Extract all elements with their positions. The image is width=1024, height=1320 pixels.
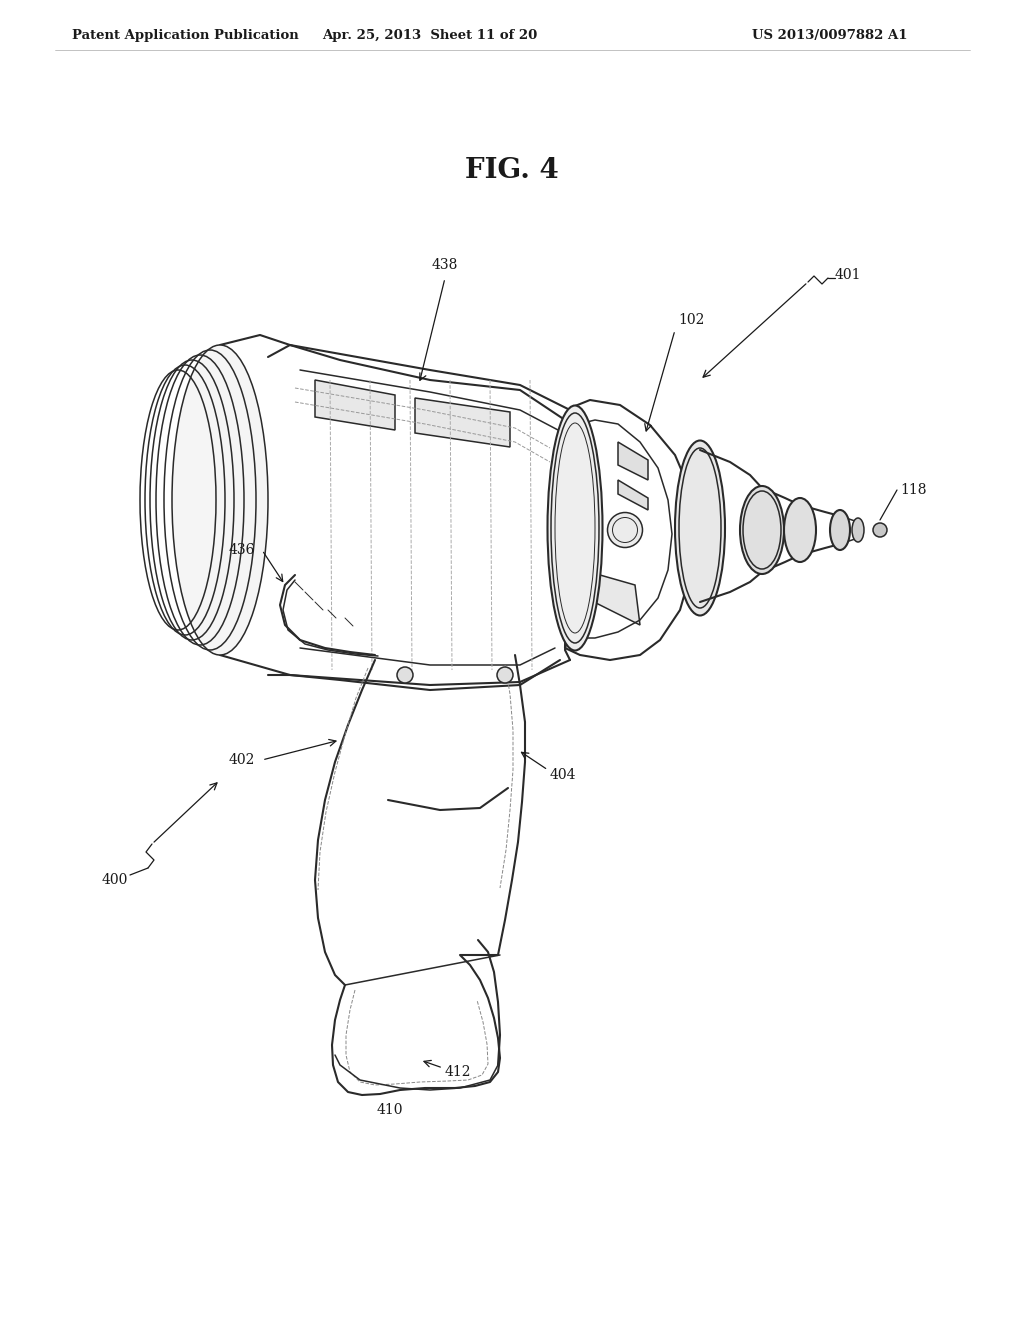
Text: 404: 404: [550, 768, 577, 781]
Text: US 2013/0097882 A1: US 2013/0097882 A1: [753, 29, 907, 41]
Text: 118: 118: [900, 483, 927, 498]
Text: 402: 402: [228, 752, 255, 767]
Text: 400: 400: [101, 873, 128, 887]
Ellipse shape: [675, 441, 725, 615]
Ellipse shape: [607, 512, 642, 548]
Polygon shape: [618, 442, 648, 480]
Ellipse shape: [172, 345, 268, 655]
Polygon shape: [315, 380, 395, 430]
Polygon shape: [415, 399, 510, 447]
Ellipse shape: [784, 498, 816, 562]
Ellipse shape: [548, 405, 602, 651]
Text: Apr. 25, 2013  Sheet 11 of 20: Apr. 25, 2013 Sheet 11 of 20: [323, 29, 538, 41]
Text: Patent Application Publication: Patent Application Publication: [72, 29, 299, 41]
Polygon shape: [590, 576, 640, 624]
Text: 412: 412: [445, 1065, 471, 1078]
Ellipse shape: [873, 523, 887, 537]
Text: 438: 438: [432, 257, 458, 272]
Ellipse shape: [740, 486, 784, 574]
Polygon shape: [618, 480, 648, 510]
Text: FIG. 4: FIG. 4: [465, 157, 559, 183]
Ellipse shape: [497, 667, 513, 682]
Text: 410: 410: [377, 1104, 403, 1117]
Text: 436: 436: [228, 543, 255, 557]
Ellipse shape: [852, 517, 864, 543]
Ellipse shape: [397, 667, 413, 682]
Text: 401: 401: [835, 268, 861, 282]
Text: 102: 102: [678, 313, 705, 327]
Ellipse shape: [830, 510, 850, 550]
